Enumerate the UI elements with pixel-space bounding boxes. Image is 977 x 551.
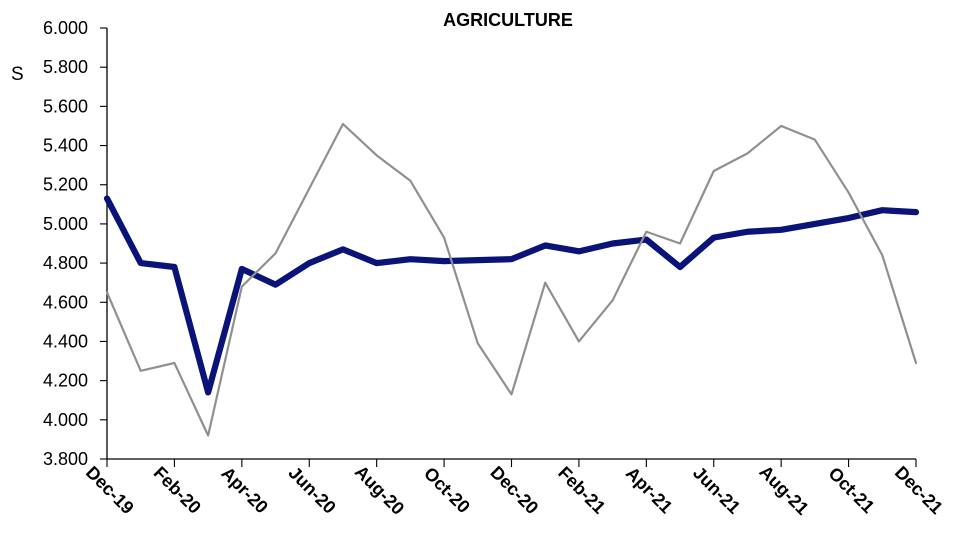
x-tick-label: Aug-20 xyxy=(351,461,408,518)
y-tick-label: 5.400 xyxy=(43,136,88,156)
x-tick-label: Oct-20 xyxy=(420,463,474,517)
y-tick-label: 6.000 xyxy=(43,18,88,38)
y-tick-label: 5.600 xyxy=(43,96,88,116)
y-tick-label: 3.800 xyxy=(43,449,88,469)
y-tick-label: 5.800 xyxy=(43,57,88,77)
y-tick-label: 5.000 xyxy=(43,214,88,234)
y-tick-label: 4.600 xyxy=(43,292,88,312)
y-tick-label: 4.200 xyxy=(43,371,88,391)
series-layer xyxy=(103,122,920,437)
y-tick-label: 4.000 xyxy=(43,410,88,430)
primary-series-line xyxy=(103,195,920,396)
y-tick-label: 4.400 xyxy=(43,331,88,351)
x-tick-label: Dec-19 xyxy=(82,462,138,518)
chart-title: AGRICULTURE xyxy=(443,10,573,30)
x-tick-label: Oct-21 xyxy=(825,463,879,517)
x-tick-label: Dec-20 xyxy=(486,462,542,518)
x-tick-label: Apr-20 xyxy=(217,463,271,517)
x-tick-label: Dec-21 xyxy=(891,462,947,518)
x-tick-label: Apr-21 xyxy=(622,463,676,517)
x-tick-label: Jun-20 xyxy=(285,463,340,518)
x-tick-label: Aug-21 xyxy=(755,461,812,518)
x-tick-label: Jun-21 xyxy=(689,463,744,518)
secondary-series-line xyxy=(105,122,918,437)
axis-fragment-text: S xyxy=(11,64,24,85)
y-tick-label: 5.200 xyxy=(43,175,88,195)
x-tick-label: Feb-21 xyxy=(554,463,609,518)
x-tick-label: Feb-20 xyxy=(150,463,205,518)
ticks-layer: 6.000 5.800 5.600 5.400 5.200 5.000 4.800 4.600… xyxy=(43,18,947,519)
y-tick-label: 4.800 xyxy=(43,253,88,273)
